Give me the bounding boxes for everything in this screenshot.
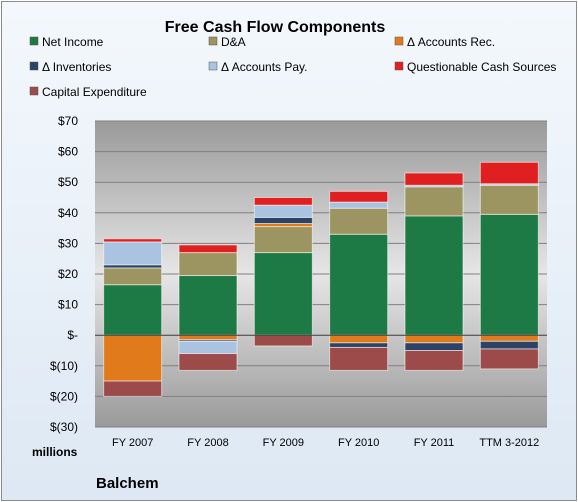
x-axis: FY 2007 FY 2008 FY 2009 FY 2010 FY 2011 TTM 3… bbox=[112, 437, 539, 449]
bar-segment-delta-accounts-pay bbox=[103, 241, 163, 266]
x-tick-label: FY 2009 bbox=[263, 437, 304, 449]
bar-segment-net-income bbox=[404, 215, 464, 336]
legend-swatch-delta-accounts-pay bbox=[208, 61, 218, 71]
legend-swatch-delta-inventories bbox=[29, 61, 39, 71]
bar-segment-net-income bbox=[103, 284, 163, 336]
legend-swatch-d-a bbox=[208, 36, 218, 46]
bar-segment-delta-accounts-rec bbox=[103, 334, 163, 382]
bar-segment-capital-expenditure bbox=[479, 348, 539, 370]
legend: Net Income D&A Δ Accounts Rec. Δ Inventorie… bbox=[29, 35, 556, 99]
y-tick-label: $70 bbox=[58, 114, 78, 128]
legend-label-delta-inventories: Δ Inventories bbox=[42, 60, 111, 74]
x-tick-label: TTM 3-2012 bbox=[479, 437, 539, 449]
bar-segment-delta-accounts-rec bbox=[479, 334, 539, 342]
legend-swatch-questionable-cash-sources bbox=[394, 61, 404, 71]
bar-segment-capital-expenditure bbox=[404, 350, 464, 371]
bar-segment-delta-accounts-pay bbox=[178, 340, 238, 355]
bar-segment-delta-inventories bbox=[404, 342, 464, 352]
bar-segment-net-income bbox=[479, 213, 539, 336]
bar-segment-net-income bbox=[178, 275, 238, 336]
bar-segment-delta-accounts-rec bbox=[329, 334, 389, 344]
legend-label-questionable-cash-sources: Questionable Cash Sources bbox=[407, 60, 556, 74]
bar-segment-delta-accounts-pay bbox=[253, 204, 313, 218]
legend-label-delta-accounts-pay: Δ Accounts Pay. bbox=[221, 60, 308, 74]
bar-segment-net-income bbox=[329, 233, 389, 336]
bar-segment-delta-inventories bbox=[253, 216, 313, 225]
bar-segment-capital-expenditure bbox=[178, 353, 238, 371]
bar-segment-capital-expenditure bbox=[103, 380, 163, 397]
y-tick-label: $- bbox=[67, 328, 78, 342]
legend-label-d-a: D&A bbox=[221, 35, 246, 49]
company-name: Balchem bbox=[96, 475, 159, 492]
bar-segment-d-a bbox=[103, 267, 163, 286]
bar-segment-delta-inventories bbox=[329, 342, 389, 348]
bar-segment-net-income bbox=[253, 252, 313, 336]
y-tick-label: $60 bbox=[58, 145, 78, 159]
units-label: millions bbox=[32, 445, 78, 459]
bar-segment-questionable-cash-sources bbox=[103, 238, 163, 243]
x-tick-label: FY 2011 bbox=[414, 437, 455, 449]
legend-swatch-net-income bbox=[29, 36, 39, 46]
chart-title: Free Cash Flow Components bbox=[165, 19, 386, 36]
gridlines bbox=[95, 120, 547, 428]
legend-label-capital-expenditure: Capital Expenditure bbox=[42, 85, 147, 99]
bar-segment-d-a bbox=[329, 207, 389, 235]
legend-label-net-income: Net Income bbox=[42, 35, 104, 49]
bar-segment-d-a bbox=[404, 186, 464, 217]
legend-label-delta-accounts-rec: Δ Accounts Rec. bbox=[407, 35, 495, 49]
y-tick-label: $(10) bbox=[50, 359, 78, 373]
y-tick-label: $(20) bbox=[50, 389, 78, 403]
bar-segment-questionable-cash-sources bbox=[479, 161, 539, 185]
y-tick-label: $30 bbox=[58, 236, 78, 250]
bars bbox=[103, 161, 539, 397]
bar-segment-d-a bbox=[479, 184, 539, 215]
x-tick-label: FY 2010 bbox=[338, 437, 379, 449]
y-tick-label: $50 bbox=[58, 175, 78, 189]
y-tick-label: $10 bbox=[58, 298, 78, 312]
bar-segment-delta-accounts-rec bbox=[178, 334, 238, 341]
bar-segment-d-a bbox=[178, 252, 238, 277]
legend-swatch-capital-expenditure bbox=[29, 86, 39, 96]
bar-segment-capital-expenditure bbox=[329, 346, 389, 371]
bar-segment-d-a bbox=[253, 226, 313, 254]
x-tick-label: FY 2008 bbox=[187, 437, 228, 449]
bar-segment-delta-inventories bbox=[479, 340, 539, 350]
bar-segment-delta-accounts-rec bbox=[404, 334, 464, 344]
bar-segment-questionable-cash-sources bbox=[178, 244, 238, 254]
x-tick-label: FY 2007 bbox=[112, 437, 153, 449]
y-tick-label: $40 bbox=[58, 206, 78, 220]
bar-segment-capital-expenditure bbox=[253, 334, 313, 347]
bar-segment-questionable-cash-sources bbox=[404, 172, 464, 186]
y-tick-label: $(30) bbox=[50, 420, 78, 434]
y-axis: $70 $60 $50 $40 $30 $20 $10 $- $(10) $(20) $(30) bbox=[50, 114, 78, 434]
bar-segment-questionable-cash-sources bbox=[253, 197, 313, 206]
legend-swatch-delta-accounts-rec bbox=[394, 36, 404, 46]
bar-segment-questionable-cash-sources bbox=[329, 190, 389, 203]
y-tick-label: $20 bbox=[58, 267, 78, 281]
bar-segment-delta-accounts-pay bbox=[329, 201, 389, 209]
